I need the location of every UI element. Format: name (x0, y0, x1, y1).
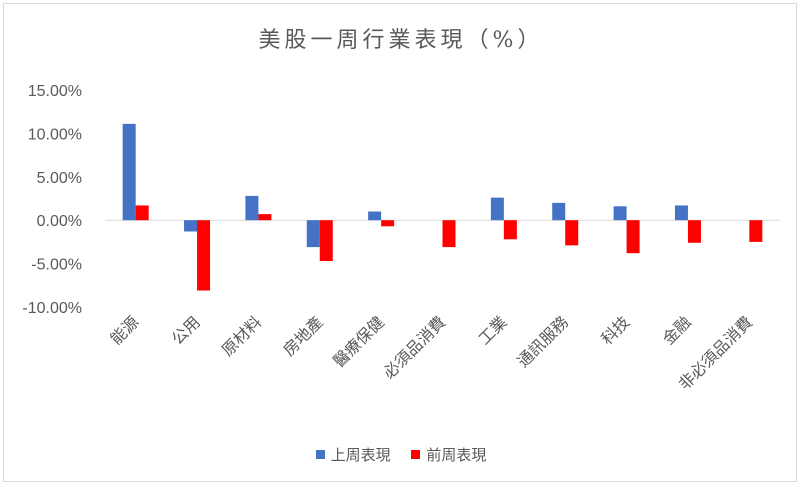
bar-series-1 (245, 195, 259, 221)
y-tick-label: -10.00% (22, 300, 82, 317)
bar-series-2 (319, 220, 333, 261)
bar-series-1 (674, 205, 688, 221)
bar-series-1 (368, 211, 382, 221)
chart-frame (3, 3, 797, 482)
legend-item-series-2: 前周表現 (411, 444, 486, 465)
x-category-label: 能源 (106, 312, 142, 348)
y-tick-label: 0.00% (37, 213, 82, 230)
legend-label-series-1: 上周表現 (330, 446, 391, 464)
x-category-label: 原材料 (218, 312, 265, 359)
bar-series-1 (490, 197, 504, 221)
y-tick-label: 5.00% (37, 170, 82, 187)
legend-label-series-2: 前周表現 (426, 446, 487, 464)
x-category-label: 科技 (597, 312, 633, 348)
bar-series-1 (552, 202, 566, 221)
x-category-label: 必須品消費 (379, 312, 449, 382)
y-tick-label: -5.00% (31, 257, 82, 274)
bar-series-2 (749, 220, 763, 242)
bar-series-2 (565, 220, 579, 246)
x-category-label: 通訊服務 (513, 312, 572, 371)
x-category-label: 金融 (659, 312, 695, 348)
bar-series-2 (442, 220, 456, 248)
chart-title: 美股一周行業表現（%） (258, 28, 544, 53)
bar-series-1 (122, 123, 136, 221)
bar-series-2 (503, 220, 517, 240)
bar-series-2 (687, 220, 701, 243)
bar-series-1 (613, 206, 627, 221)
x-category-label: 房地產 (279, 312, 326, 359)
chart-legend: 上周表現 前周表現 (0, 444, 802, 465)
legend-swatch-series-1 (315, 450, 325, 459)
bar-series-2 (381, 220, 395, 227)
y-tick-label: 10.00% (28, 126, 82, 143)
x-category-label: 工業 (475, 312, 511, 348)
bar-series-2 (197, 220, 211, 291)
x-category-label: 醫療保健 (329, 312, 388, 371)
y-tick-label: 15.00% (28, 83, 82, 100)
bar-series-1 (184, 220, 198, 232)
legend-item-series-1: 上周表現 (315, 444, 391, 465)
legend-swatch-series-2 (411, 450, 421, 459)
bar-series-2 (258, 214, 272, 221)
bar-series-2 (135, 205, 149, 221)
bar-series-2 (626, 220, 640, 254)
x-category-label: 公用 (168, 312, 204, 348)
bar-series-1 (306, 220, 320, 248)
